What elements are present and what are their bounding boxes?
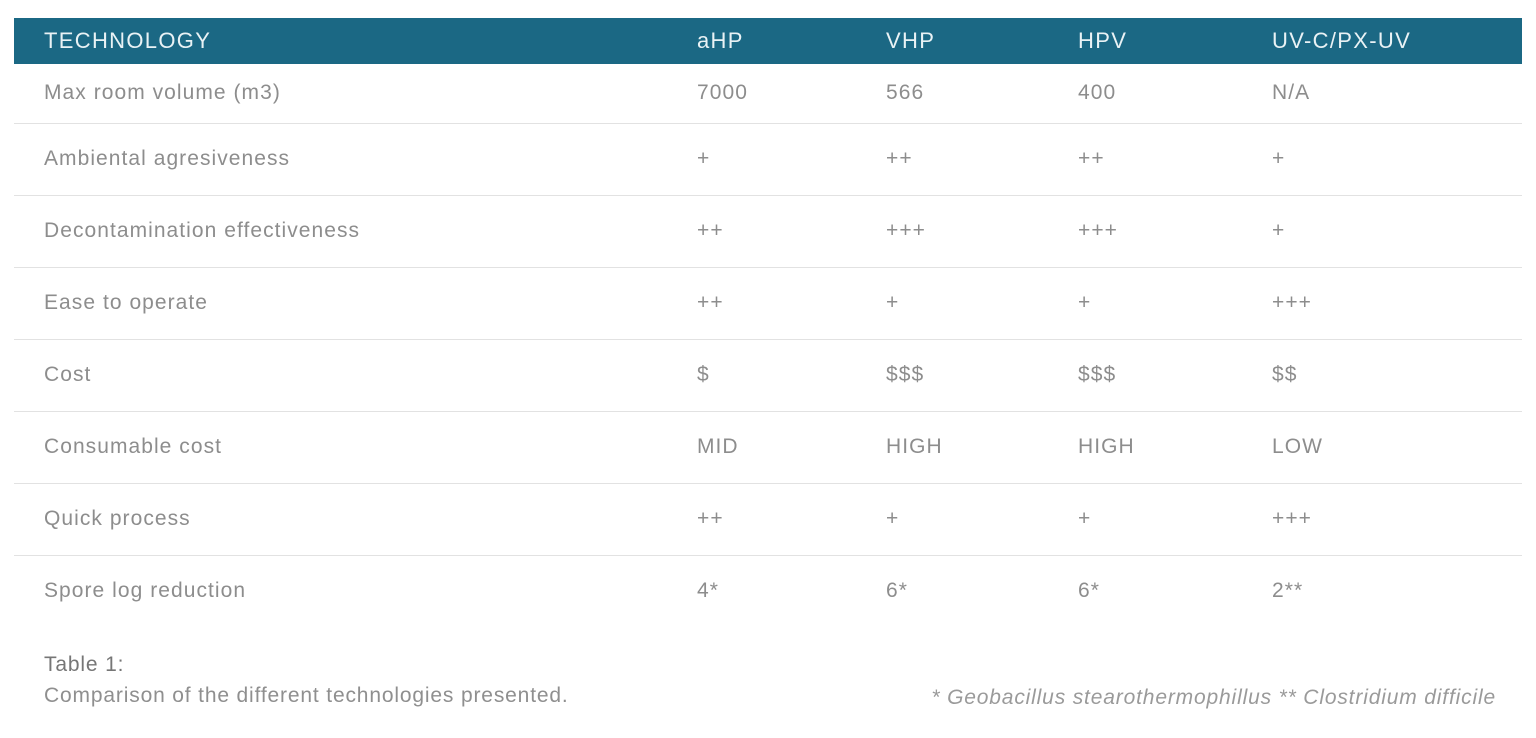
row-label: Quick process (14, 483, 697, 556)
cell-value: 400 (1078, 64, 1272, 124)
table-row: Consumable cost MID HIGH HIGH LOW (14, 411, 1522, 484)
table-row: Ambiental agresiveness + ++ ++ + (14, 123, 1522, 196)
cell-value: $$$ (1078, 339, 1272, 412)
column-header-vhp: VHP (886, 18, 1078, 64)
cell-value: 7000 (697, 64, 886, 124)
row-label: Decontamination effectiveness (14, 195, 697, 268)
table-row: Cost $ $$$ $$$ $$ (14, 339, 1522, 412)
row-label: Spore log reduction (44, 579, 247, 603)
cell-value: 566 (886, 64, 1078, 124)
cell-value: $ (697, 339, 886, 412)
row-label: Cost (14, 339, 697, 412)
cell-value: MID (697, 411, 886, 484)
cell-value: 6* (886, 579, 908, 603)
caption-area: Table 1: Comparison of the different tec… (14, 649, 1522, 711)
table-caption: Table 1: Comparison of the different tec… (44, 649, 569, 711)
cell-value: N/A (1272, 64, 1522, 124)
row-label: Max room volume (m3) (14, 64, 697, 124)
cell-value: $$ (1272, 339, 1522, 412)
table-row: Decontamination effectiveness ++ +++ +++ + (14, 195, 1522, 268)
row-label: Ambiental agresiveness (14, 123, 697, 196)
row-label: Ease to operate (14, 267, 697, 340)
table-row: Quick process ++ + + +++ (14, 483, 1522, 556)
table-row: Spore log reduction 4* 6* 6* 2** (14, 555, 1522, 627)
table-header-row: TECHNOLOGY aHP VHP HPV UV-C/PX-UV (14, 18, 1522, 64)
cell-value: + (886, 483, 1078, 556)
cell-value: ++ (697, 267, 886, 340)
cell-value: + (697, 123, 886, 196)
caption-title: Table 1: (44, 653, 125, 676)
cell-value: +++ (1078, 195, 1272, 268)
cell-value: + (1078, 483, 1272, 556)
table-row: Max room volume (m3) 7000 566 400 N/A (14, 64, 1522, 124)
cell-value: ++ (697, 483, 886, 556)
column-header-technology: TECHNOLOGY (14, 18, 697, 64)
cell-value: + (1272, 195, 1522, 268)
row-label: Consumable cost (14, 411, 697, 484)
caption-description: Comparison of the different technologies… (44, 684, 569, 707)
comparison-table: TECHNOLOGY aHP VHP HPV UV-C/PX-UV Max ro… (14, 18, 1522, 627)
cell-value: + (886, 267, 1078, 340)
footnote: * Geobacillus stearothermophillus ** Clo… (931, 686, 1496, 709)
column-header-hpv: HPV (1078, 18, 1272, 64)
column-header-uvc-pxuv: UV-C/PX-UV (1272, 18, 1522, 64)
cell-value: ++ (697, 195, 886, 268)
cell-value: +++ (1272, 483, 1522, 556)
cell-value: ++ (1078, 123, 1272, 196)
page: TECHNOLOGY aHP VHP HPV UV-C/PX-UV Max ro… (14, 18, 1522, 711)
cell-value: HIGH (886, 411, 1078, 484)
cell-value: + (1078, 267, 1272, 340)
cell-value: 2** (1272, 579, 1304, 603)
cell-value: +++ (1272, 267, 1522, 340)
cell-value: LOW (1272, 411, 1522, 484)
cell-value: $$$ (886, 339, 1078, 412)
cell-value: 4* (697, 579, 719, 603)
table-row: Ease to operate ++ + + +++ (14, 267, 1522, 340)
cell-value: ++ (886, 123, 1078, 196)
cell-value: 6* (1078, 579, 1100, 603)
cell-value: HIGH (1078, 411, 1272, 484)
column-header-ahp: aHP (697, 18, 886, 64)
cell-value: + (1272, 123, 1522, 196)
cell-value: +++ (886, 195, 1078, 268)
